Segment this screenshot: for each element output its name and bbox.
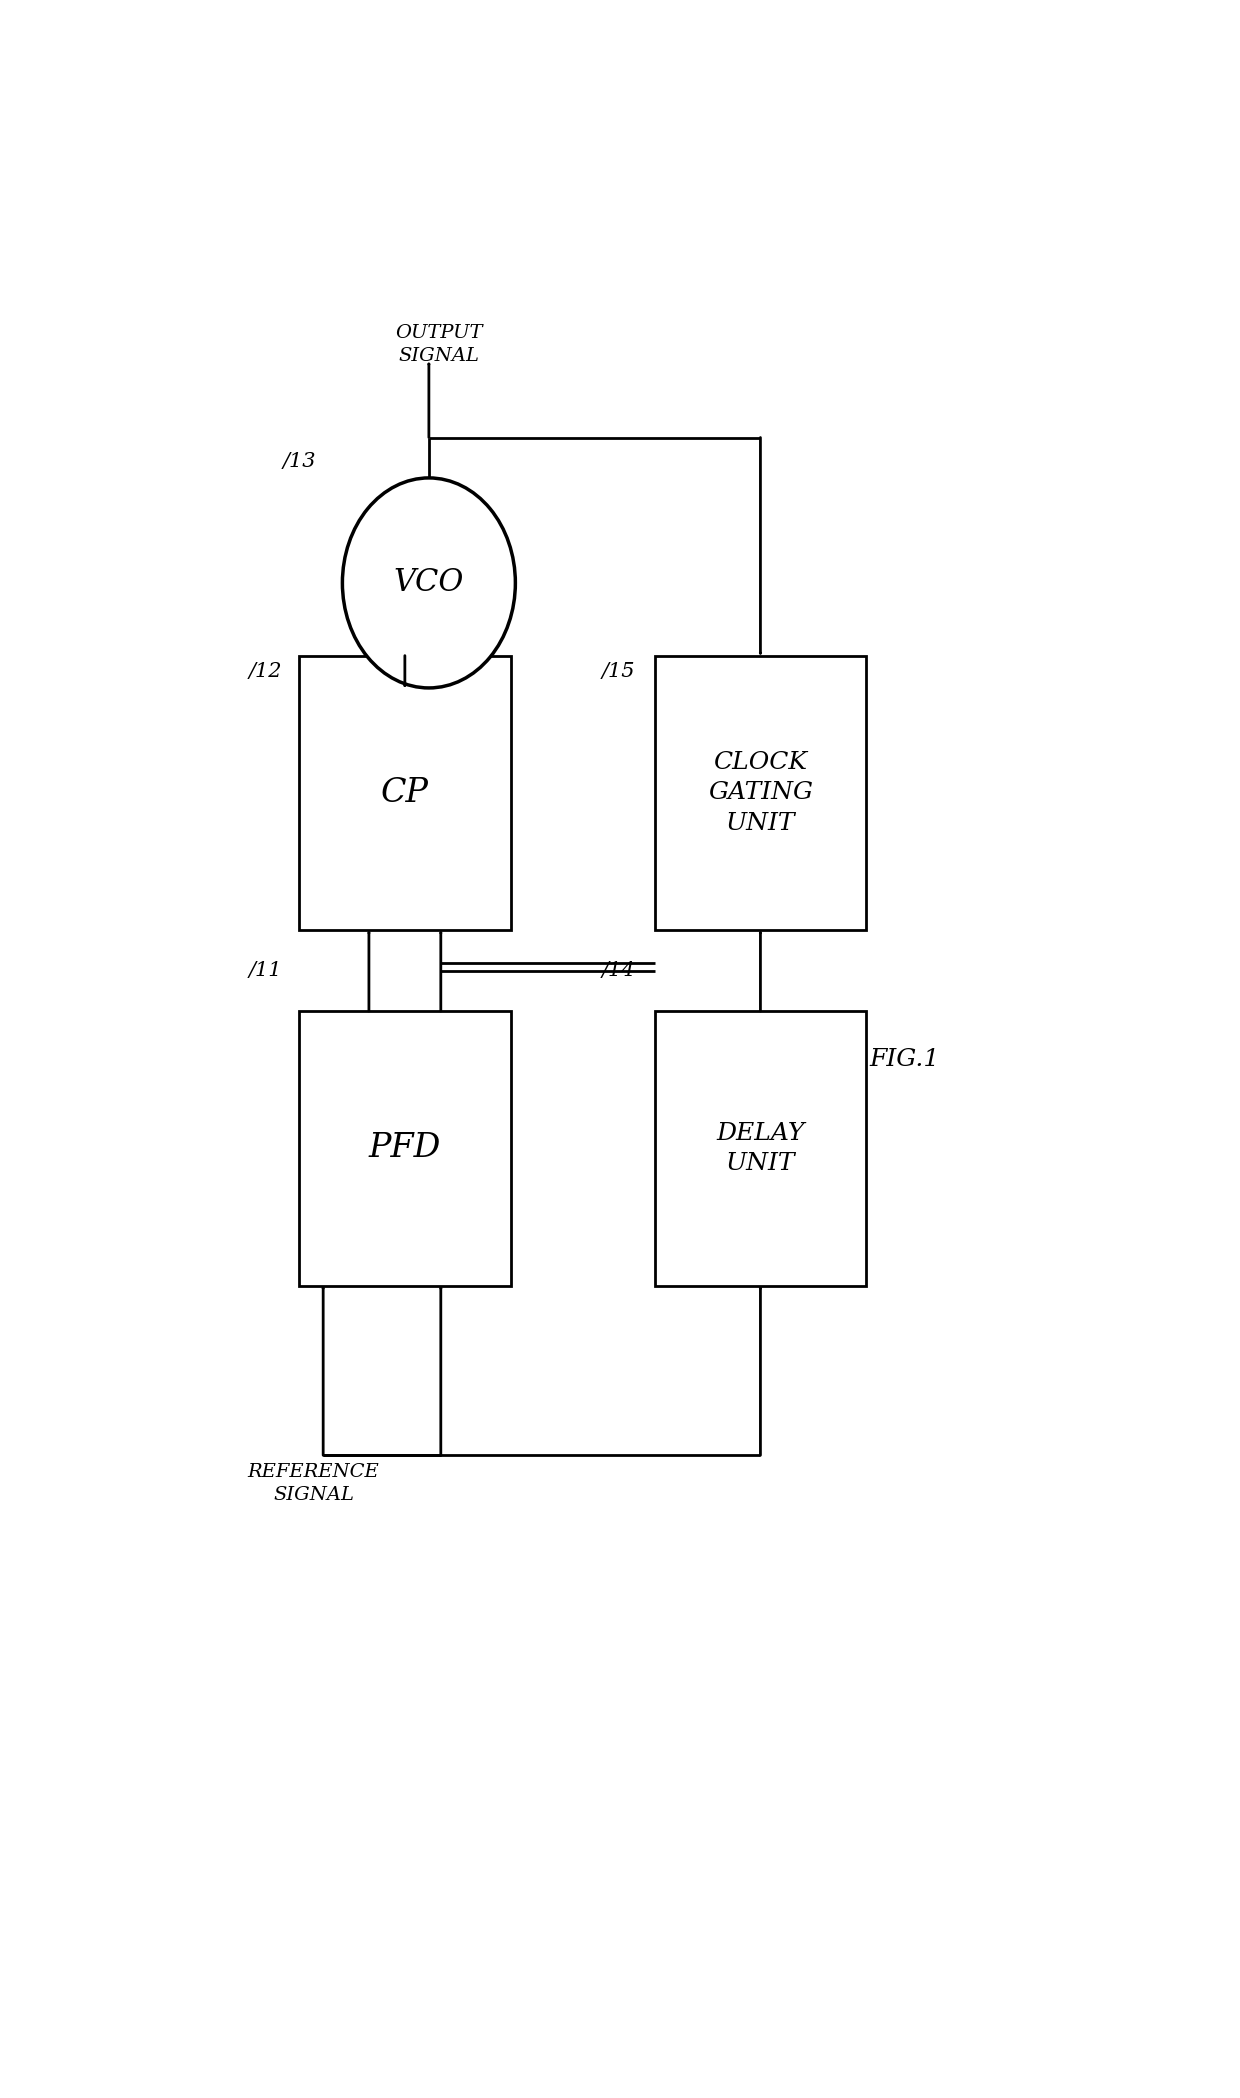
Text: /12: /12	[248, 663, 281, 682]
Text: /11: /11	[248, 961, 281, 980]
Text: FIG.1: FIG.1	[869, 1049, 940, 1070]
FancyBboxPatch shape	[299, 1011, 511, 1286]
Text: /13: /13	[283, 453, 316, 472]
Text: OUTPUT
SIGNAL: OUTPUT SIGNAL	[394, 325, 482, 365]
FancyBboxPatch shape	[299, 655, 511, 929]
FancyBboxPatch shape	[655, 655, 866, 929]
Text: /15: /15	[601, 663, 635, 682]
Text: CP: CP	[381, 776, 429, 810]
Text: DELAY
UNIT: DELAY UNIT	[717, 1122, 805, 1175]
FancyBboxPatch shape	[655, 1011, 866, 1286]
Text: REFERENCE
SIGNAL: REFERENCE SIGNAL	[248, 1464, 379, 1504]
Text: VCO: VCO	[393, 566, 464, 598]
Text: CLOCK
GATING
UNIT: CLOCK GATING UNIT	[708, 751, 813, 835]
Text: /14: /14	[601, 961, 635, 980]
Text: PFD: PFD	[368, 1133, 441, 1164]
Ellipse shape	[342, 478, 516, 688]
